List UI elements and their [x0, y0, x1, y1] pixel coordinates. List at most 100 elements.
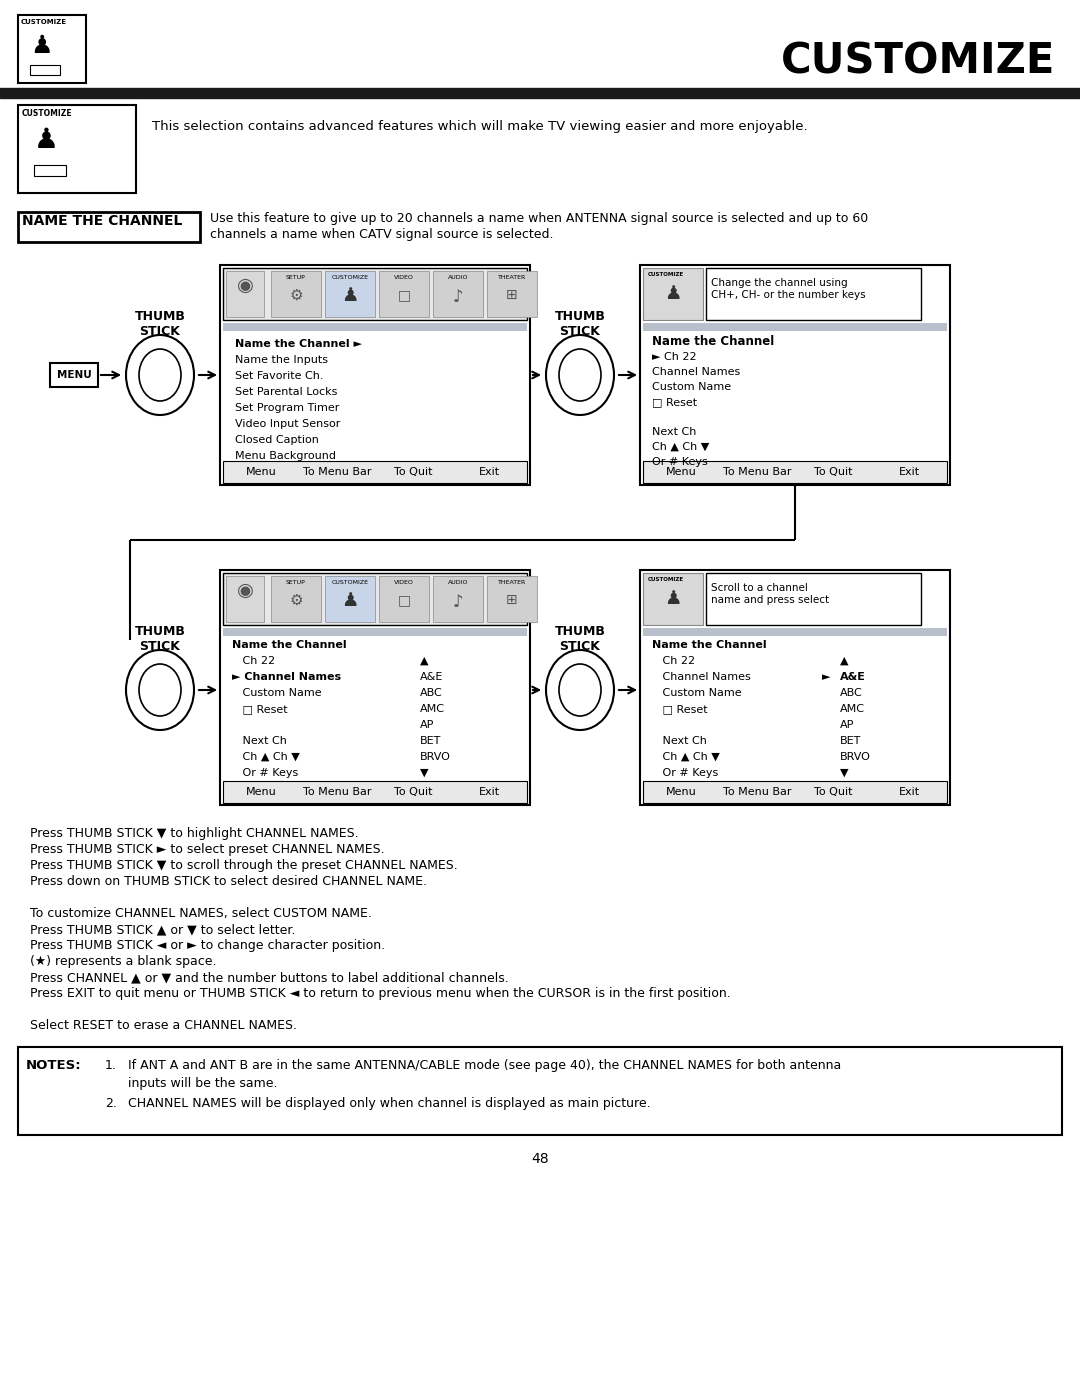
Text: Press THUMB STICK ◄ or ► to change character position.: Press THUMB STICK ◄ or ► to change chara… [30, 939, 386, 951]
Text: Set Parental Locks: Set Parental Locks [235, 387, 337, 397]
Bar [433, 271, 483, 317]
Text: 2.: 2. [105, 1097, 117, 1111]
Bar [18, 1046, 1062, 1134]
Text: Custom Name: Custom Name [652, 381, 731, 393]
Text: This selection contains advanced features which will make TV viewing easier and : This selection contains advanced feature… [152, 120, 808, 133]
Ellipse shape [559, 664, 600, 717]
Bar [487, 576, 537, 622]
Text: BET: BET [420, 736, 442, 746]
Text: ♟: ♟ [341, 591, 359, 610]
Bar [325, 576, 375, 622]
Text: Ch 22: Ch 22 [232, 657, 275, 666]
Text: ⊞: ⊞ [507, 592, 517, 608]
Bar [379, 576, 429, 622]
Text: Set Favorite Ch.: Set Favorite Ch. [235, 372, 324, 381]
Text: Press EXIT to quit menu or THUMB STICK ◄ to return to previous menu when the CUR: Press EXIT to quit menu or THUMB STICK ◄… [30, 988, 731, 1000]
Text: To Menu Bar: To Menu Bar [723, 467, 792, 476]
Text: Closed Caption: Closed Caption [235, 434, 319, 446]
Text: (★) represents a blank space.: (★) represents a blank space. [30, 956, 216, 968]
Text: ♟: ♟ [664, 284, 681, 303]
Bar [220, 570, 530, 805]
Text: ◉: ◉ [237, 277, 254, 295]
Bar [643, 573, 703, 624]
Text: inputs will be the same.: inputs will be the same. [129, 1077, 278, 1090]
Text: 1.: 1. [105, 1059, 117, 1071]
Text: Use this feature to give up to 20 channels a name when ANTENNA signal source is : Use this feature to give up to 20 channe… [210, 212, 868, 225]
Text: Ch 22: Ch 22 [652, 657, 696, 666]
Text: Set Program Timer: Set Program Timer [235, 402, 339, 414]
Text: THUMB
STICK: THUMB STICK [135, 310, 186, 338]
Bar [271, 271, 321, 317]
Text: Name the Channel: Name the Channel [652, 640, 767, 650]
Text: Menu: Menu [245, 787, 276, 798]
Text: Next Ch: Next Ch [232, 736, 287, 746]
Text: SETUP: SETUP [286, 275, 306, 279]
Bar [222, 268, 527, 320]
Text: To Menu Bar: To Menu Bar [302, 787, 372, 798]
Ellipse shape [546, 335, 615, 415]
Text: CUSTOMIZE: CUSTOMIZE [332, 275, 368, 279]
Text: AMC: AMC [840, 704, 865, 714]
Text: BET: BET [840, 736, 862, 746]
Bar [643, 781, 947, 803]
Text: ABC: ABC [840, 687, 863, 698]
Text: CHANNEL NAMES will be displayed only when channel is displayed as main picture.: CHANNEL NAMES will be displayed only whe… [129, 1097, 650, 1111]
Text: BRVO: BRVO [840, 752, 870, 761]
Text: Press THUMB STICK ▼ to scroll through the preset CHANNEL NAMES.: Press THUMB STICK ▼ to scroll through th… [30, 859, 458, 872]
Text: ⊞: ⊞ [507, 288, 517, 302]
Bar [643, 323, 947, 331]
Text: □ Reset: □ Reset [232, 704, 287, 714]
Bar [643, 461, 947, 483]
Text: CUSTOMIZE: CUSTOMIZE [21, 20, 67, 25]
Text: 48: 48 [531, 1153, 549, 1166]
Text: ♟: ♟ [30, 34, 52, 59]
Text: THUMB
STICK: THUMB STICK [135, 624, 186, 652]
Text: MENU: MENU [56, 370, 92, 380]
Text: Channel Names: Channel Names [652, 672, 751, 682]
Text: Name the Inputs: Name the Inputs [235, 355, 328, 365]
Text: NOTES:: NOTES: [26, 1059, 82, 1071]
Text: channels a name when CATV signal source is selected.: channels a name when CATV signal source … [210, 228, 554, 242]
Text: Press THUMB STICK ► to select preset CHANNEL NAMES.: Press THUMB STICK ► to select preset CHA… [30, 842, 384, 856]
Text: Change the channel using
CH+, CH- or the number keys: Change the channel using CH+, CH- or the… [711, 278, 866, 299]
Text: Exit: Exit [478, 787, 500, 798]
Text: Scroll to a channel
name and press select: Scroll to a channel name and press selec… [711, 583, 829, 605]
Text: Or # Keys: Or # Keys [232, 768, 298, 778]
Text: Or # Keys: Or # Keys [652, 457, 707, 467]
Bar [220, 265, 530, 485]
Text: ♪: ♪ [453, 288, 463, 306]
Text: Name the Channel: Name the Channel [232, 640, 347, 650]
Text: A&E: A&E [420, 672, 444, 682]
Bar [271, 576, 321, 622]
Ellipse shape [559, 349, 600, 401]
Text: SETUP: SETUP [286, 580, 306, 585]
Text: Exit: Exit [899, 467, 919, 476]
Ellipse shape [139, 349, 181, 401]
Text: ► Ch 22: ► Ch 22 [652, 352, 697, 362]
Text: ♪: ♪ [453, 592, 463, 610]
Text: Next Ch: Next Ch [652, 427, 697, 437]
Text: VIDEO: VIDEO [394, 580, 414, 585]
Bar [18, 15, 86, 82]
Text: Or # Keys: Or # Keys [652, 768, 718, 778]
Text: Press CHANNEL ▲ or ▼ and the number buttons to label additional channels.: Press CHANNEL ▲ or ▼ and the number butt… [30, 971, 509, 983]
Text: ▼: ▼ [420, 768, 429, 778]
Text: THUMB
STICK: THUMB STICK [554, 624, 606, 652]
Text: CUSTOMIZE: CUSTOMIZE [648, 272, 684, 277]
Bar [433, 576, 483, 622]
Text: ♟: ♟ [664, 590, 681, 608]
Text: Ch ▲ Ch ▼: Ch ▲ Ch ▼ [232, 752, 300, 761]
Text: CUSTOMIZE: CUSTOMIZE [332, 580, 368, 585]
Bar [706, 268, 921, 320]
Text: Video Input Sensor: Video Input Sensor [235, 419, 340, 429]
Bar [50, 363, 98, 387]
Text: NAME THE CHANNEL: NAME THE CHANNEL [22, 214, 183, 228]
Bar [640, 570, 950, 805]
Bar [33, 165, 66, 176]
Text: ABC: ABC [420, 687, 443, 698]
Text: To Quit: To Quit [813, 787, 852, 798]
Bar [222, 781, 527, 803]
Text: To Quit: To Quit [813, 467, 852, 476]
Bar [18, 105, 136, 193]
Text: Exit: Exit [478, 467, 500, 476]
